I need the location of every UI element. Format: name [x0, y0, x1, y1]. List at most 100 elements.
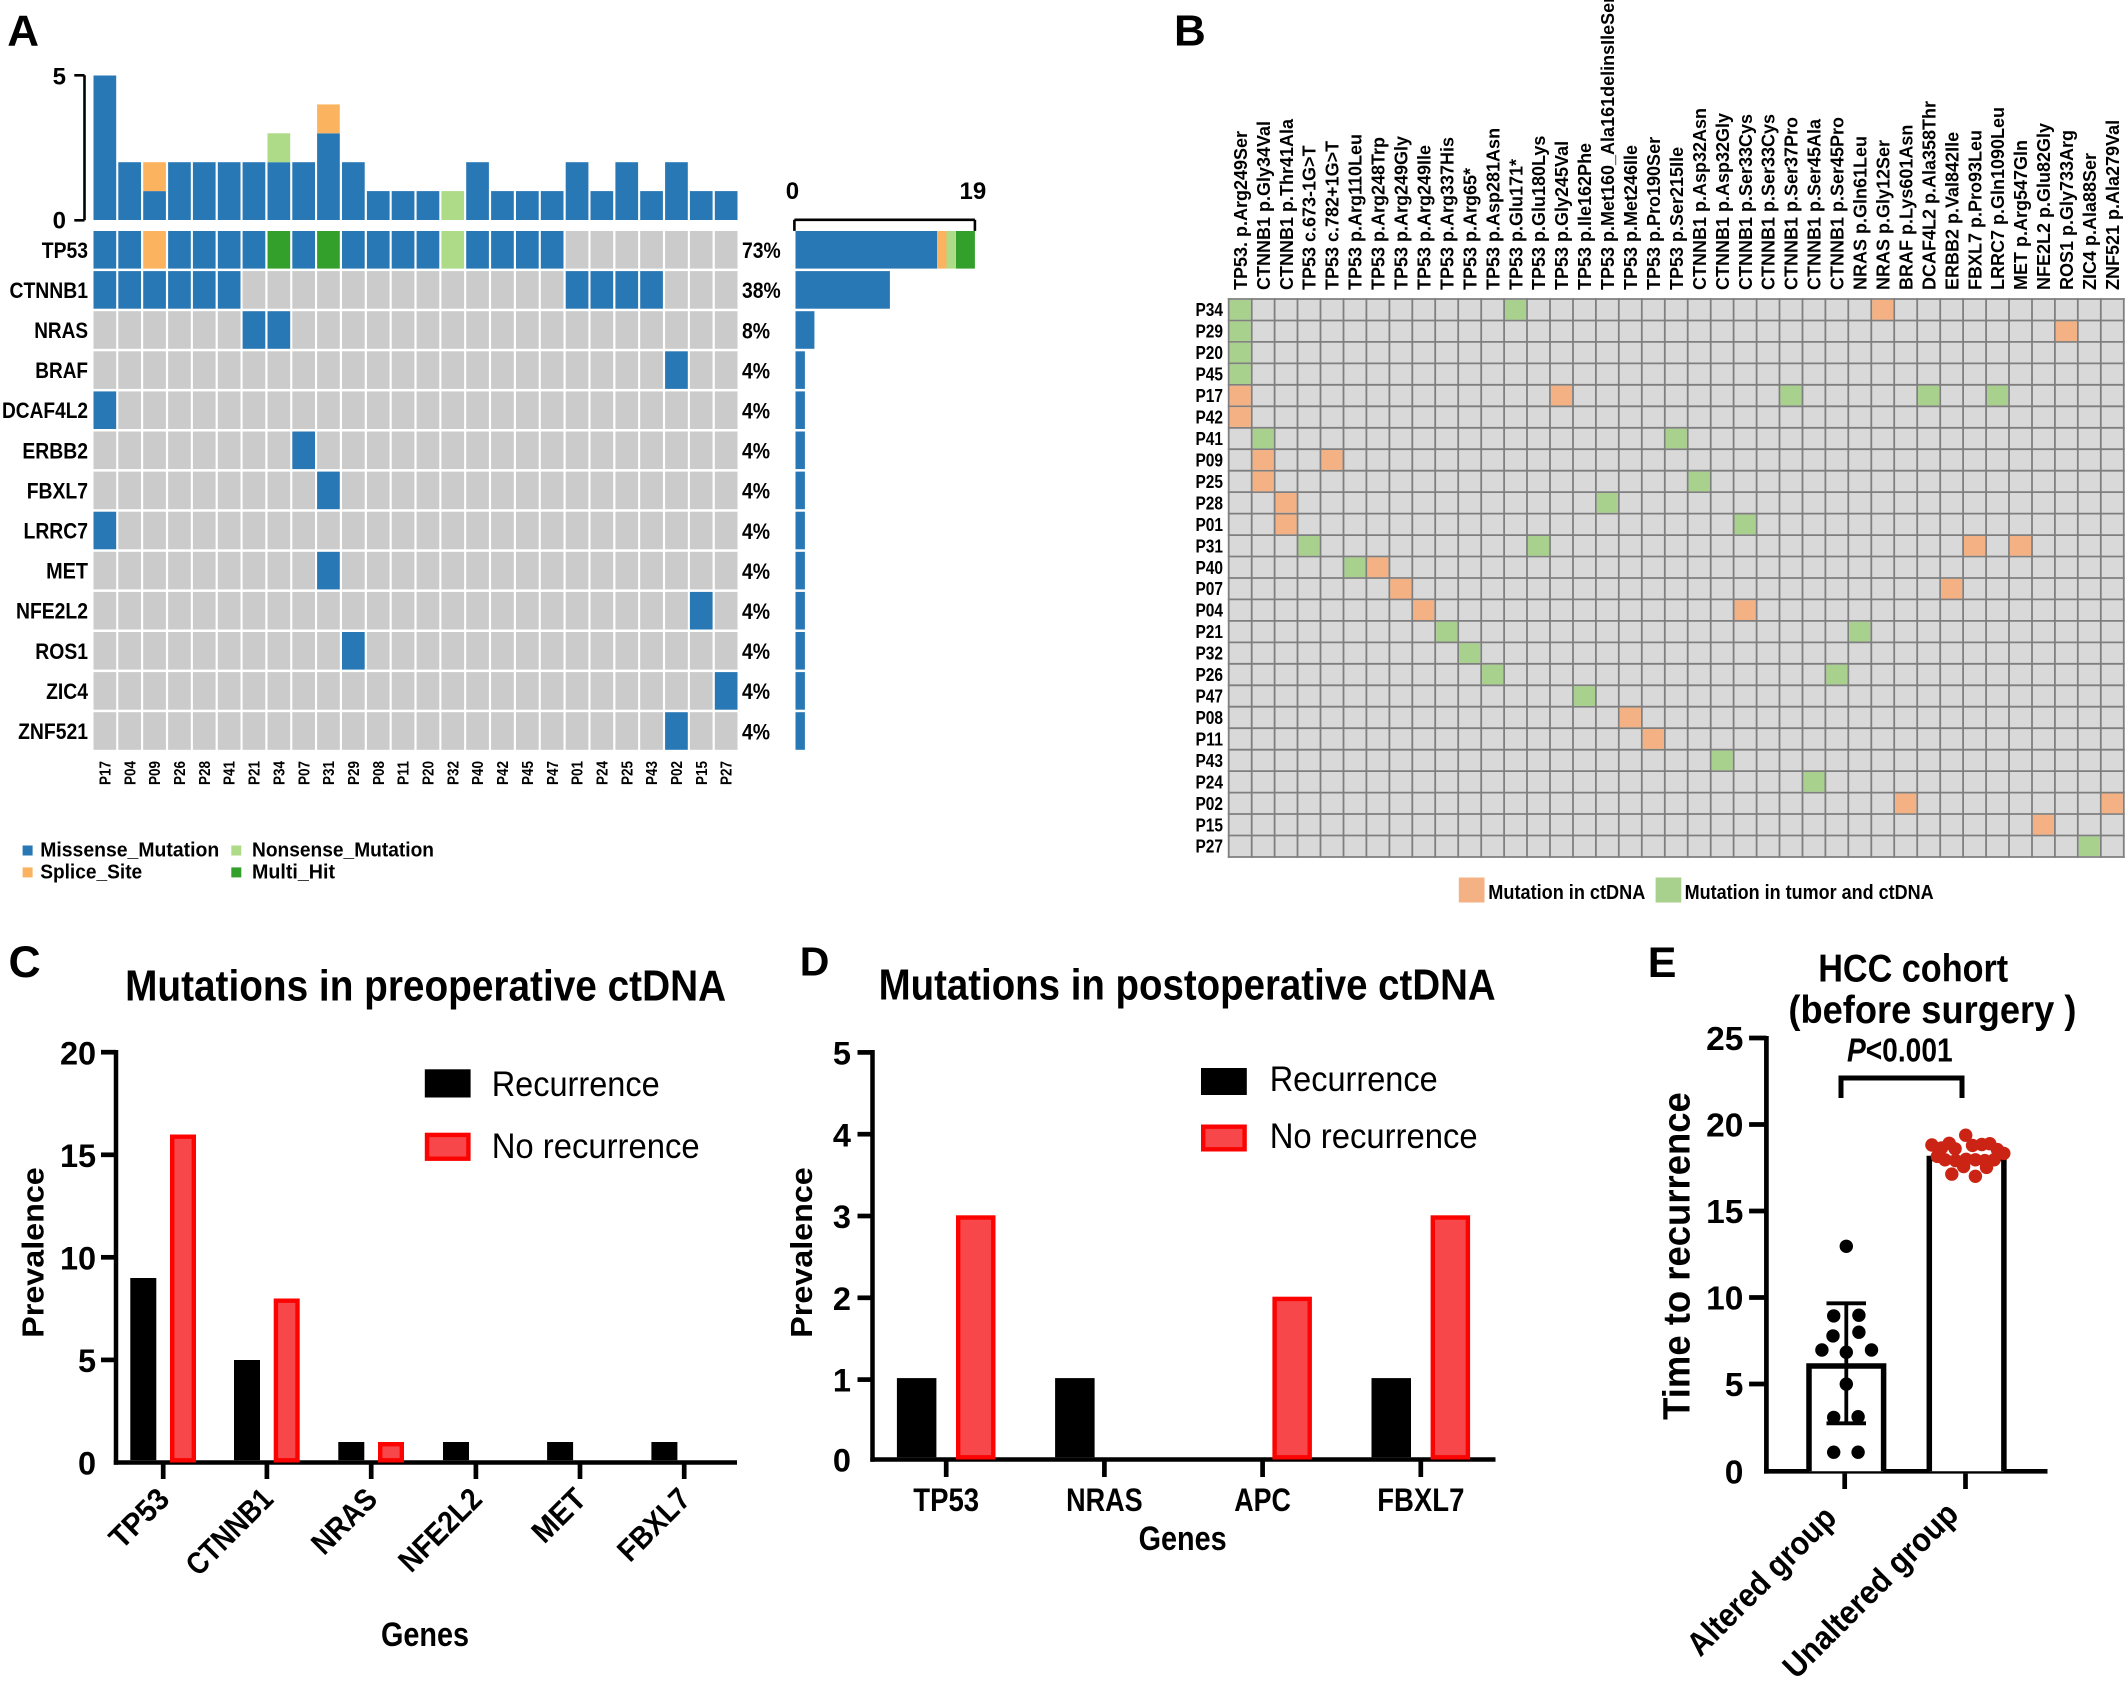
svg-text:Mutations in postoperative ctD: Mutations in postoperative ctDNA [879, 960, 1496, 1009]
svg-text:TP53 p.Ser215Ile: TP53 p.Ser215Ile [1667, 147, 1687, 290]
svg-text:P04: P04 [1196, 601, 1224, 621]
svg-text:Nonsense_Mutation: Nonsense_Mutation [252, 839, 434, 861]
svg-text:P34: P34 [1196, 300, 1224, 320]
svg-text:P08: P08 [371, 761, 388, 785]
svg-text:P40: P40 [470, 761, 487, 785]
svg-text:TP53 p.Asp281Asn: TP53 p.Asp281Asn [1483, 128, 1503, 290]
svg-text:TP53 p.Gly245Val: TP53 p.Gly245Val [1552, 141, 1572, 290]
svg-text:TP53. p.Arg249Ser: TP53. p.Arg249Ser [1231, 131, 1251, 290]
svg-text:P47: P47 [1196, 687, 1224, 707]
svg-text:4%: 4% [742, 479, 770, 504]
svg-text:2: 2 [833, 1281, 851, 1317]
svg-text:ZNF521: ZNF521 [18, 719, 88, 744]
svg-text:Prevalence: Prevalence [16, 1167, 51, 1338]
svg-text:P41: P41 [1196, 429, 1224, 449]
svg-text:0: 0 [78, 1446, 96, 1482]
svg-text:P21: P21 [1196, 622, 1224, 642]
svg-text:P25: P25 [1196, 472, 1224, 492]
svg-text:HCC cohort: HCC cohort [1818, 948, 2008, 991]
svg-text:P17: P17 [1196, 386, 1224, 406]
svg-text:P20: P20 [421, 761, 438, 785]
svg-text:P28: P28 [197, 761, 214, 785]
svg-text:TP53 p.Arg249Ile: TP53 p.Arg249Ile [1415, 145, 1435, 290]
svg-text:Multi_Hit: Multi_Hit [252, 861, 335, 883]
svg-text:LRRC7 p.Gln1090Leu: LRRC7 p.Gln1090Leu [1988, 107, 2008, 290]
svg-text:CTNNB1 p.Ser37Pro: CTNNB1 p.Ser37Pro [1782, 117, 1802, 290]
svg-text:TP53 p.Pro190Ser: TP53 p.Pro190Ser [1644, 137, 1664, 290]
svg-text:4%: 4% [742, 639, 770, 664]
svg-text:FBXL7: FBXL7 [1377, 1482, 1464, 1518]
svg-text:B: B [1174, 7, 1206, 56]
svg-text:CTNNB1 p.Gly34Val: CTNNB1 p.Gly34Val [1254, 121, 1274, 290]
svg-text:3: 3 [833, 1199, 851, 1235]
svg-text:Mutation in ctDNA: Mutation in ctDNA [1488, 881, 1645, 904]
svg-text:P42: P42 [1196, 408, 1224, 428]
svg-text:P47: P47 [545, 761, 562, 785]
svg-text:P27: P27 [1196, 837, 1224, 857]
svg-text:P02: P02 [669, 761, 686, 785]
svg-text:TP53: TP53 [913, 1482, 979, 1518]
svg-text:P26: P26 [1196, 665, 1224, 685]
svg-text:P32: P32 [445, 761, 462, 785]
svg-text:No recurrence: No recurrence [492, 1126, 700, 1166]
svg-text:MET p.Arg547Gln: MET p.Arg547Gln [2011, 140, 2031, 290]
svg-text:P01: P01 [570, 761, 587, 785]
svg-text:LRRC7: LRRC7 [24, 519, 89, 544]
svg-text:0: 0 [53, 208, 66, 235]
svg-text:A: A [7, 7, 39, 56]
svg-text:P42: P42 [495, 761, 512, 785]
svg-text:NFE2L2 p.Glu82Gly: NFE2L2 p.Glu82Gly [2034, 123, 2054, 290]
svg-text:20: 20 [60, 1035, 96, 1071]
svg-text:Recurrence: Recurrence [1270, 1059, 1438, 1099]
svg-text:4%: 4% [742, 719, 770, 744]
svg-text:TP53 c.782+1G>T: TP53 c.782+1G>T [1323, 141, 1343, 290]
svg-text:D: D [800, 939, 830, 985]
svg-text:P25: P25 [619, 761, 636, 785]
svg-text:TP53 p.Glu180Lys: TP53 p.Glu180Lys [1529, 136, 1549, 290]
svg-text:Mutation in tumor and ctDNA: Mutation in tumor and ctDNA [1685, 881, 1934, 904]
svg-text:4%: 4% [742, 399, 770, 424]
svg-text:FBXL7: FBXL7 [27, 478, 88, 503]
svg-text:NRAS: NRAS [34, 318, 88, 343]
svg-text:P09: P09 [147, 761, 164, 785]
svg-text:4%: 4% [742, 559, 770, 584]
svg-text:P24: P24 [595, 761, 612, 785]
svg-text:0: 0 [786, 178, 799, 205]
svg-text:8%: 8% [742, 318, 770, 343]
svg-text:ERBB2 p.Val842Ile: ERBB2 p.Val842Ile [1942, 132, 1962, 290]
svg-text:Missense_Mutation: Missense_Mutation [40, 839, 219, 861]
svg-text:NRAS: NRAS [1066, 1482, 1143, 1518]
svg-text:P17: P17 [97, 761, 114, 785]
svg-text:10: 10 [1706, 1281, 1743, 1318]
svg-text:P29: P29 [1196, 322, 1224, 342]
svg-text:APC: APC [1234, 1482, 1291, 1518]
svg-text:0: 0 [833, 1443, 851, 1479]
svg-text:MET: MET [46, 559, 88, 584]
svg-text:P29: P29 [346, 761, 363, 785]
svg-text:P15: P15 [694, 761, 711, 785]
svg-text:(before surgery ): (before surgery ) [1788, 989, 2076, 1032]
svg-text:P20: P20 [1196, 343, 1224, 363]
svg-text:TP53 c.673-1G>T: TP53 c.673-1G>T [1300, 145, 1320, 290]
svg-text:CTNNB1 p.Ser33Cys: CTNNB1 p.Ser33Cys [1759, 114, 1779, 290]
svg-text:BRAF: BRAF [35, 358, 88, 383]
svg-text:CTNNB1 p.Thr41Ala: CTNNB1 p.Thr41Ala [1277, 118, 1297, 290]
svg-text:P02: P02 [1196, 794, 1224, 814]
svg-text:CTNNB1 p.Ser33Cys: CTNNB1 p.Ser33Cys [1736, 114, 1756, 290]
svg-text:P21: P21 [247, 761, 264, 785]
svg-text:No recurrence: No recurrence [1270, 1116, 1478, 1156]
svg-text:1: 1 [833, 1363, 851, 1399]
svg-text:ZIC4: ZIC4 [46, 679, 88, 704]
svg-text:TP53 p.Met246Ile: TP53 p.Met246Ile [1621, 145, 1641, 290]
svg-text:P31: P31 [321, 761, 338, 785]
svg-text:5: 5 [78, 1343, 96, 1379]
svg-text:15: 15 [1706, 1194, 1743, 1231]
svg-text:4%: 4% [742, 439, 770, 464]
svg-text:P40: P40 [1196, 558, 1224, 578]
svg-text:ROS1 p.Gly733Arg: ROS1 p.Gly733Arg [2057, 130, 2077, 290]
svg-text:ROS1: ROS1 [35, 639, 88, 664]
svg-text:Mutations in preoperative ctDN: Mutations in preoperative ctDNA [125, 962, 726, 1011]
svg-text:P08: P08 [1196, 708, 1224, 728]
svg-text:P09: P09 [1196, 451, 1224, 471]
svg-text:P28: P28 [1196, 493, 1224, 513]
